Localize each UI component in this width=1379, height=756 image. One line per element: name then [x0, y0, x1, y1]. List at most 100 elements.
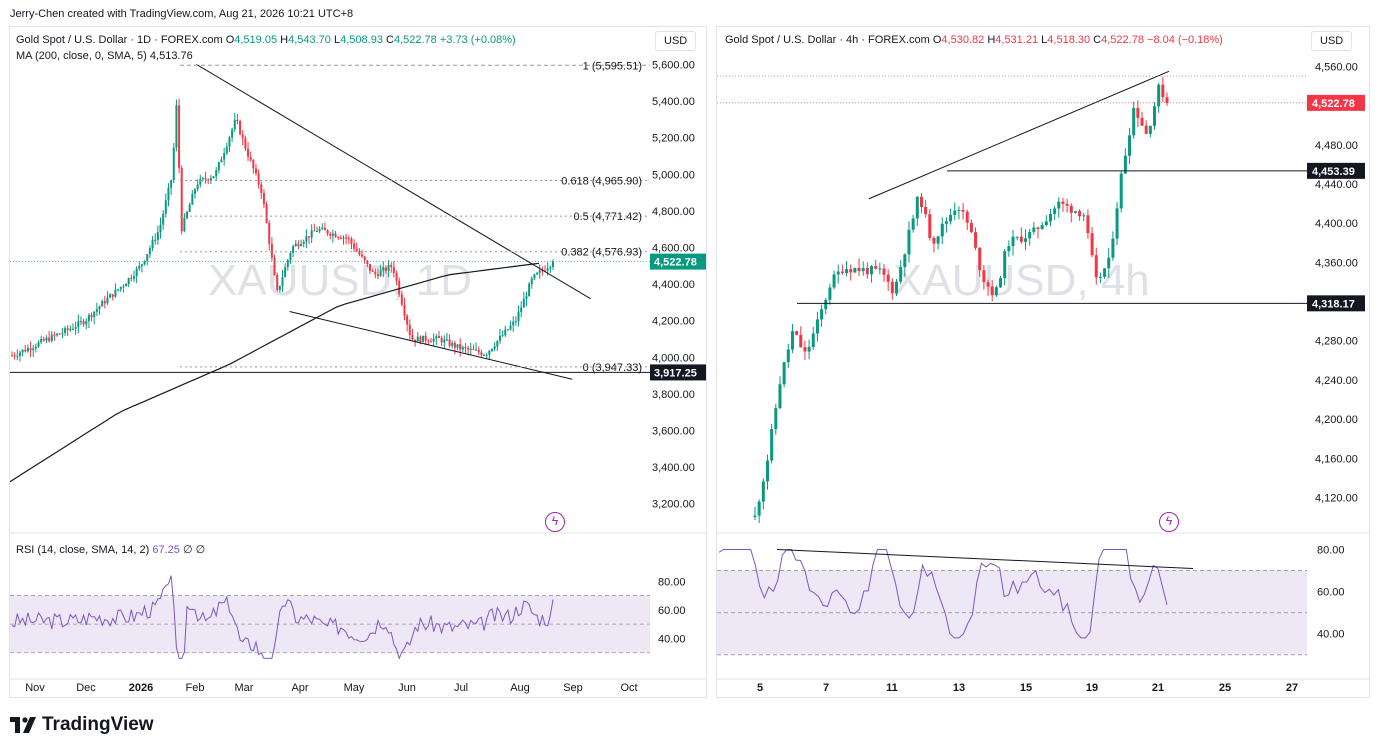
daily-candle-body [376, 274, 379, 277]
daily-chart-pane[interactable]: XAUUSD, 1D 5,600.00 5,400.00 5,200.00 5,000.… [9, 26, 707, 698]
daily-rsi-legend: RSI (14, close, SMA, 14, 2) 67.25 ∅ ∅ [16, 544, 206, 556]
4h-price-tick: 4,200.00 [1315, 414, 1358, 426]
daily-candle-body [294, 243, 297, 247]
daily-bolt-icon[interactable]: ϟ [545, 512, 565, 532]
daily-candle-body [475, 349, 478, 351]
4h-chart-canvas[interactable]: XAUUSD, 4h4,560.004,520.004,480.004,440.… [717, 27, 1369, 697]
daily-watermark: XAUUSD, 1D [208, 256, 472, 305]
tradingview-logo[interactable]: TradingView [10, 714, 154, 736]
daily-candle-body [451, 342, 454, 346]
4h-candle-body [1136, 107, 1140, 118]
daily-time-tick: Nov [25, 682, 45, 694]
daily-candle-body [228, 137, 231, 147]
4h-candle-body [857, 267, 861, 272]
daily-candle-body [125, 284, 128, 287]
daily-candle-body [432, 338, 435, 342]
4h-candle-body [1003, 251, 1007, 279]
daily-candle-body [175, 105, 178, 148]
daily-candle-body [422, 335, 425, 343]
daily-candle-body [331, 233, 334, 236]
daily-time-tick: Jun [398, 682, 416, 694]
daily-candle-body [247, 148, 250, 157]
daily-candle-body [284, 267, 287, 278]
4h-price-tick: 4,440.00 [1315, 179, 1358, 191]
4h-bolt-icon[interactable]: ϟ [1159, 512, 1179, 532]
4h-candle-body [815, 319, 819, 334]
daily-time-tick: Sep [563, 682, 583, 694]
daily-candle-body [138, 265, 141, 269]
4h-candle-body [932, 237, 936, 244]
4h-time-tick: 11 [886, 682, 898, 694]
daily-candle-body [461, 347, 464, 350]
4h-chart-pane[interactable]: XAUUSD, 4h4,560.004,520.004,480.004,440.… [716, 26, 1370, 698]
daily-candle-body [90, 315, 93, 318]
4h-candle-body [770, 429, 774, 461]
daily-candle-body [61, 332, 64, 334]
daily-candle-body [146, 254, 149, 261]
daily-time-tick: Apr [291, 682, 308, 694]
4h-candle-body [1148, 125, 1152, 134]
4h-candle-body [1086, 215, 1090, 234]
daily-candle-body [329, 233, 332, 236]
daily-candle-body [11, 355, 13, 357]
4h-candle-body [1078, 211, 1082, 217]
daily-chart-canvas[interactable]: XAUUSD, 1D 5,600.00 5,400.00 5,200.00 5,000.… [10, 27, 706, 697]
4h-close: 4,522.78 [1101, 34, 1144, 46]
4h-candle-body [803, 347, 807, 352]
4h-candle-body [1061, 201, 1065, 204]
daily-candle-body [533, 274, 536, 279]
daily-candle-body [321, 227, 324, 229]
daily-candle-body [24, 349, 27, 352]
4h-candle-body [753, 515, 757, 518]
daily-candle-body [517, 311, 520, 322]
daily-candle-body [469, 348, 472, 350]
daily-candle-body [337, 237, 340, 239]
daily-candle-body [265, 204, 268, 223]
4h-candle-body [928, 214, 932, 238]
tradingview-wordmark: TradingView [42, 714, 154, 735]
daily-candle-body [143, 260, 146, 265]
daily-candle-body [16, 355, 19, 357]
daily-candle-body [408, 324, 411, 336]
4h-rsi-line [718, 549, 1168, 639]
4h-candle-body [911, 218, 915, 230]
daily-time-tick: Mar [235, 682, 254, 694]
daily-candle-body [71, 328, 74, 330]
ma-legend-value: 4,513.76 [149, 50, 193, 62]
daily-candle-body [87, 315, 90, 322]
daily-candle-body [326, 230, 329, 234]
daily-candle-body [411, 335, 414, 340]
fib-level-label: 0.618 (4,965.90) [561, 176, 642, 188]
4h-candle-body [878, 268, 882, 270]
4h-candle-body [924, 206, 928, 215]
daily-candle-body [400, 294, 403, 305]
4h-candle-body [978, 247, 982, 271]
daily-candle-body [167, 187, 170, 201]
daily-rsi-value: 67.25 [152, 544, 180, 556]
daily-candle-body [358, 251, 361, 255]
4h-candle-body [999, 278, 1003, 288]
4h-currency-button[interactable]: USD [1311, 31, 1353, 51]
4h-rsi-axis-tick: 80.00 [1317, 545, 1345, 557]
daily-candle-body [215, 170, 218, 177]
4h-candle-body [1069, 205, 1073, 213]
daily-candle-body [289, 252, 292, 261]
4h-level-tag [1307, 162, 1365, 179]
daily-candle-body [308, 236, 311, 238]
daily-candle-body [302, 241, 305, 245]
daily-candle-body [472, 348, 475, 350]
daily-candle-body [106, 297, 109, 304]
daily-ohlc-legend: Gold Spot / U.S. Dollar · 1D · FOREX.com… [16, 34, 516, 46]
daily-candle-body [50, 334, 53, 341]
daily-candle-body [536, 272, 539, 275]
4h-candle-body [940, 223, 944, 237]
daily-candle-body [170, 180, 173, 188]
daily-candle-body [483, 354, 486, 356]
daily-currency-button[interactable]: USD [655, 31, 697, 51]
4h-candle-body [828, 287, 832, 300]
4h-last-price-tag [1307, 94, 1365, 111]
4h-rsi-trendline [776, 549, 1194, 569]
4h-level-label: 4,318.17 [1312, 298, 1355, 310]
4h-candle-body [890, 281, 894, 294]
daily-candle-body [117, 289, 120, 291]
